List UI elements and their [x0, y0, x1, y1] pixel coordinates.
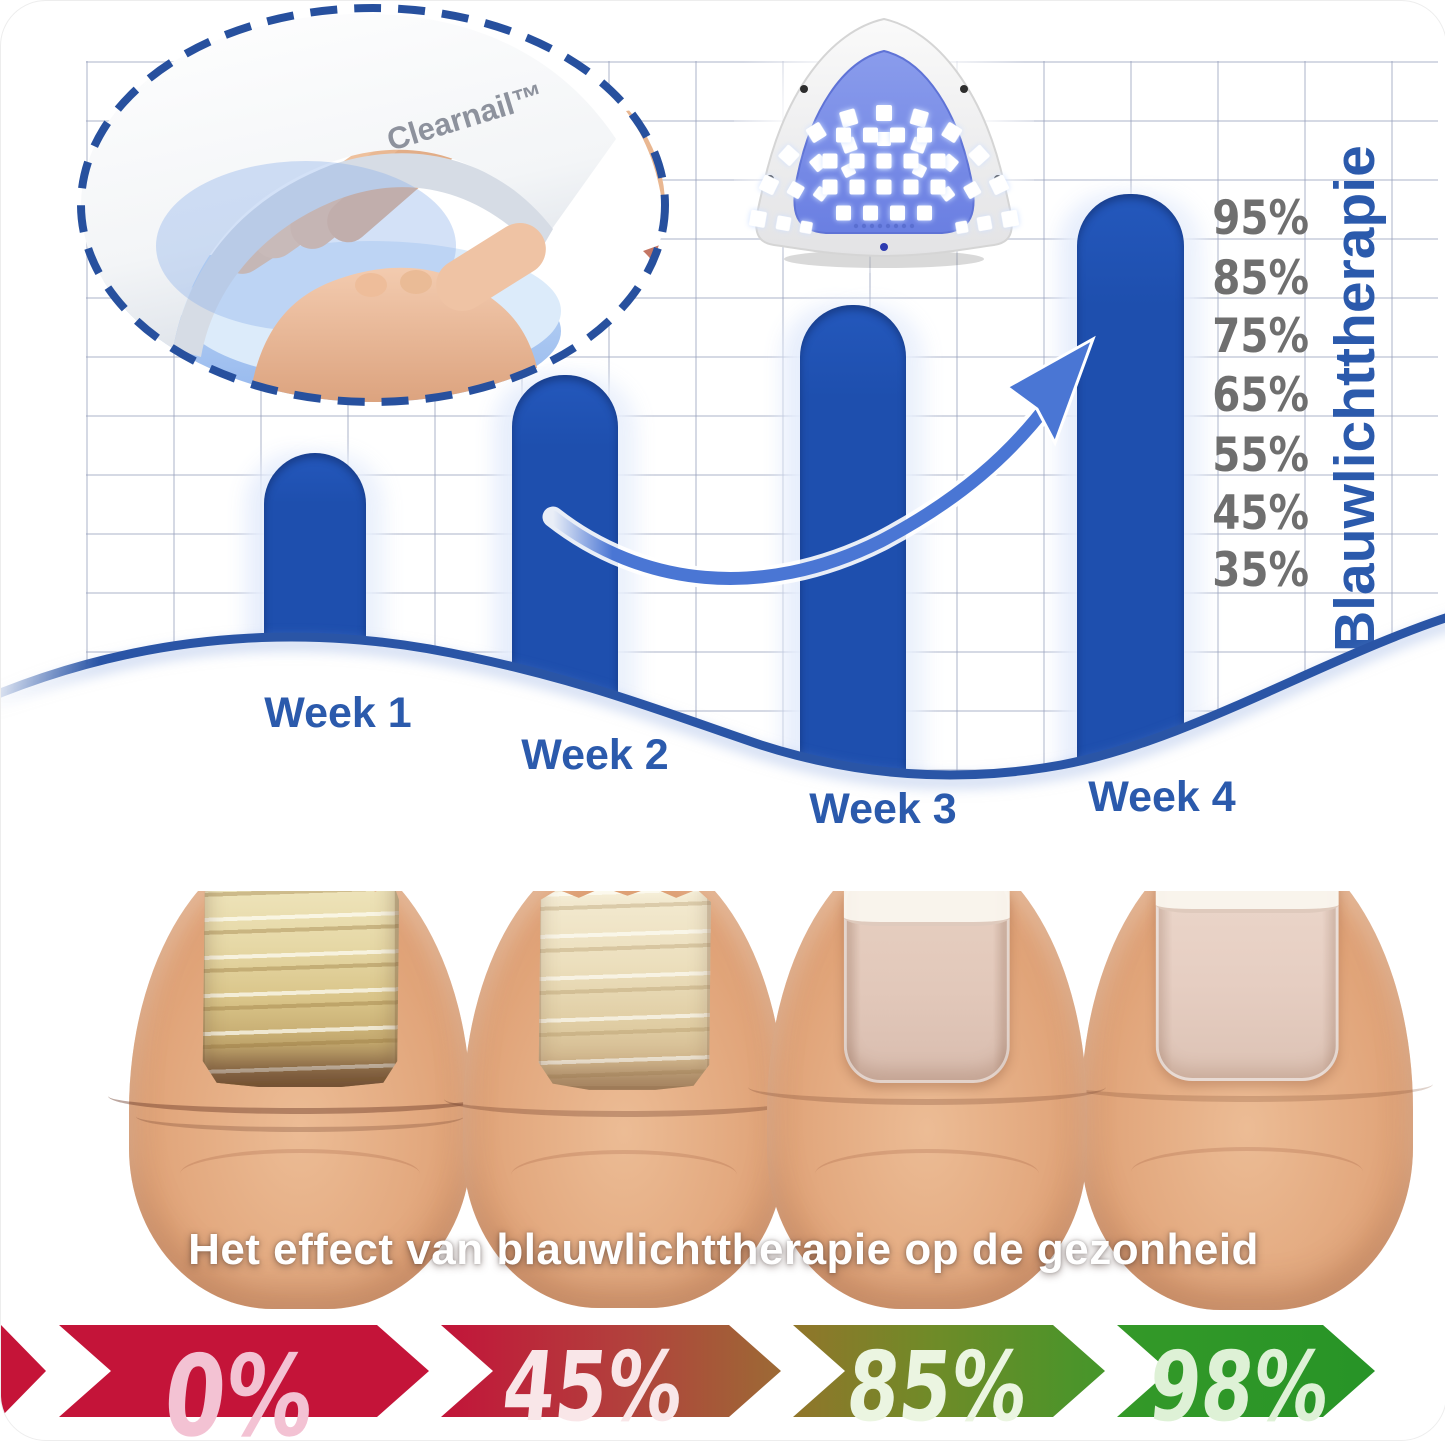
dashed-oval-border: [77, 4, 669, 406]
thumb: [436, 222, 546, 312]
knuckle: [355, 273, 387, 297]
cuticle-fold: [1061, 1066, 1433, 1103]
knuckle-crease: [1130, 1147, 1364, 1197]
cuticle-fold: [747, 1069, 1107, 1106]
screw: [960, 85, 968, 93]
cuticle-fold: [443, 1081, 805, 1117]
wave-divider: [1, 613, 1445, 891]
toe-photo-week-2: [443, 844, 805, 1308]
footer-title: Het effect van blauwlichttherapie op de …: [188, 1225, 1259, 1274]
lamp-shadow: [784, 250, 984, 268]
skin-fold: [135, 1101, 465, 1133]
x-axis-label-week-1: Week 1: [264, 689, 412, 737]
progress-value-1: 0%: [158, 1332, 320, 1441]
bottom-dot: [880, 243, 888, 251]
y-axis-tick-55: 55%: [1212, 428, 1309, 483]
led-array: [748, 105, 1020, 234]
vent-dots: [853, 223, 915, 229]
progress-chevron-1: [59, 1325, 429, 1417]
knuckle-crease: [815, 1149, 1039, 1199]
photo-content: Clearnail™: [81, 8, 665, 402]
x-axis-label-week-4: Week 4: [1088, 773, 1236, 821]
progress-value-2: 45%: [498, 1331, 688, 1441]
progress-value-3: 85%: [842, 1331, 1032, 1441]
progress-chevron-3: [793, 1325, 1105, 1417]
progress-value-4: 98%: [1144, 1331, 1334, 1441]
second-hand: [626, 96, 665, 306]
knuckle: [400, 270, 432, 294]
lamp-lip: [173, 153, 553, 357]
x-axis-label-week-3: Week 3: [809, 785, 957, 833]
knuckle-crease: [511, 1150, 737, 1200]
progress-chevron-2: [441, 1325, 781, 1417]
arrow-casing: [542, 392, 1060, 589]
toe-photo-week-1: [108, 837, 492, 1309]
arrow-head: [1004, 335, 1096, 447]
arrow-shaft: [546, 396, 1056, 585]
nail-lamp-bottom-view: [734, 13, 1034, 273]
screw: [800, 85, 808, 93]
lamp-dome: [81, 13, 616, 349]
toenail-week-1: [202, 874, 400, 1088]
bar-week-4: [1077, 194, 1184, 819]
y-axis-tick-35: 35%: [1212, 543, 1309, 598]
toenail-week-2: [538, 887, 711, 1090]
y-axis-tick-75: 75%: [1212, 309, 1309, 364]
y-axis-tick-95: 95%: [1212, 191, 1309, 246]
y-axis-tick-65: 65%: [1212, 368, 1309, 423]
wave-line: [1, 613, 1445, 780]
y-axis-tick-45: 45%: [1212, 486, 1309, 541]
device-usage-photo: Clearnail™: [77, 4, 669, 406]
x-axis-label-week-2: Week 2: [521, 731, 669, 779]
knuckle-crease: [180, 1148, 420, 1199]
toe-photo-week-3: [747, 839, 1107, 1309]
wave-fill: [1, 618, 1445, 891]
y-axis-tick-85: 85%: [1212, 251, 1309, 306]
